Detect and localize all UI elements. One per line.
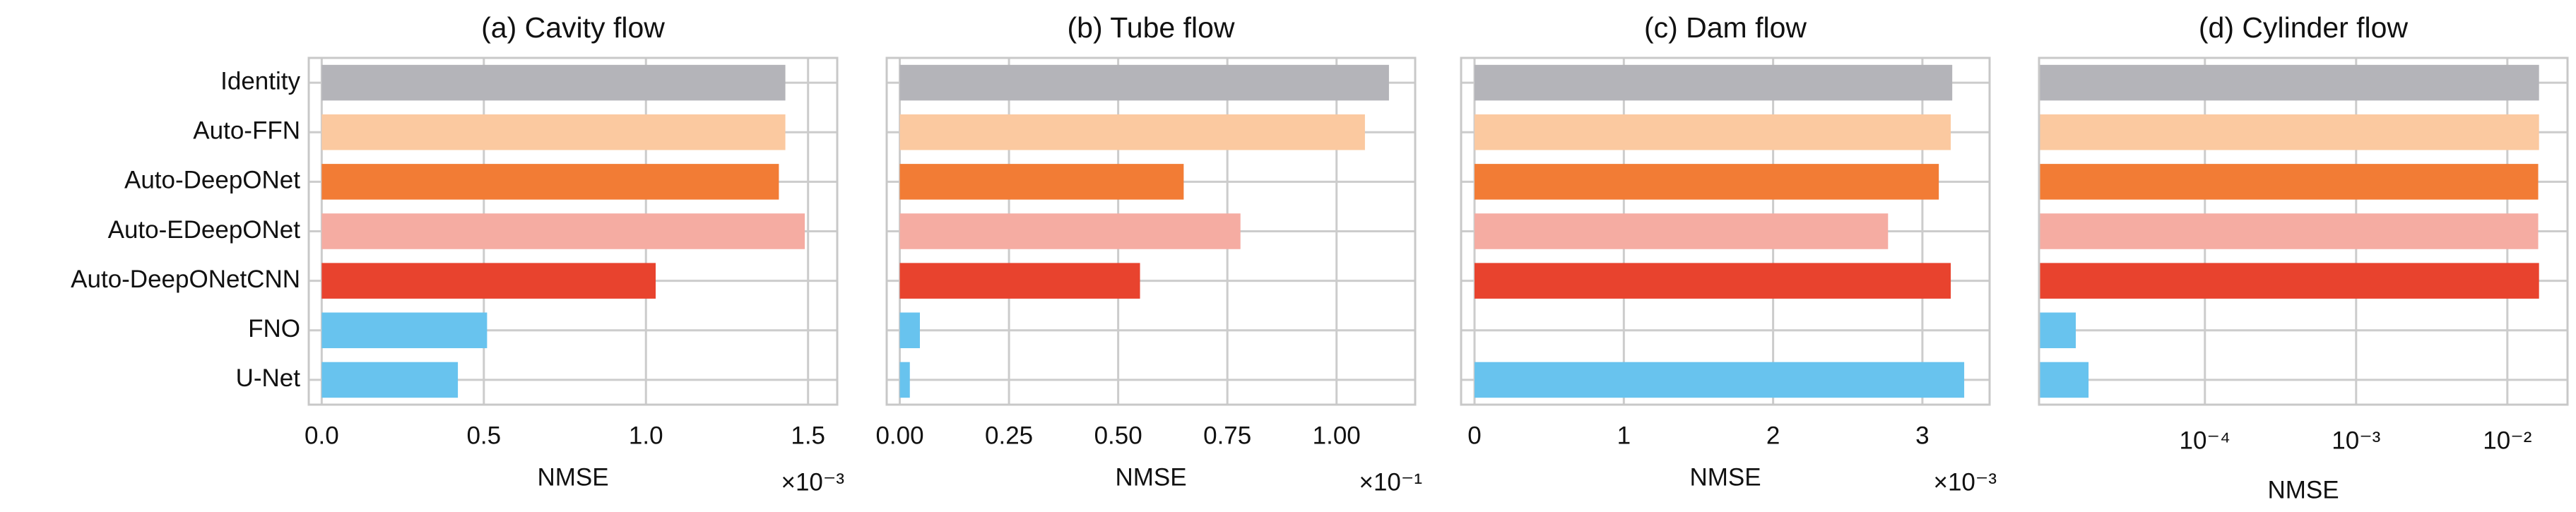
x-tick-label: 0.00 <box>875 422 923 449</box>
bar <box>2039 312 2076 349</box>
x-tick-label: 1.0 <box>629 422 663 449</box>
y-tick-label: FNO <box>248 315 300 343</box>
plot-frame <box>2038 56 2569 406</box>
x-axis-label: NMSE <box>2267 476 2339 504</box>
panel-title: (a) Cavity flow <box>481 11 665 44</box>
x-tick-label: 0.0 <box>305 422 339 449</box>
x-tick-label: 1 <box>1617 422 1631 449</box>
panel-title: (c) Dam flow <box>1644 11 1807 44</box>
y-tick-label: U-Net <box>236 364 301 392</box>
x-axis-label: NMSE <box>1115 463 1186 491</box>
bar <box>899 164 1184 200</box>
bar <box>2039 64 2539 101</box>
bar <box>899 312 920 349</box>
x-tick-label: 0.75 <box>1203 422 1251 449</box>
plot-frame <box>307 56 839 406</box>
x-tick-label: 0 <box>1467 422 1481 449</box>
bar <box>1475 64 1953 101</box>
bar <box>1475 114 1951 150</box>
x-tick-label: 0.25 <box>985 422 1033 449</box>
bar <box>1475 263 1951 299</box>
bar <box>899 213 1241 249</box>
bar <box>321 263 656 299</box>
y-tick-label: Auto-DeepONet <box>124 167 300 194</box>
bar <box>321 312 488 349</box>
panel-title: (d) Cylinder flow <box>2199 11 2409 44</box>
x-axis-label: NMSE <box>1689 463 1761 491</box>
x-tick-label: 1.00 <box>1313 422 1361 449</box>
y-tick-label: Auto-EDeepONet <box>108 216 301 244</box>
bar <box>1475 213 1889 249</box>
bar <box>2039 164 2539 200</box>
x-tick-label: 0.50 <box>1094 422 1142 449</box>
bar <box>2039 213 2539 249</box>
axis-multiplier: ×10⁻³ <box>1934 468 1997 496</box>
bar <box>1475 362 1965 398</box>
plot-frame <box>885 56 1417 406</box>
bar <box>899 263 1140 299</box>
y-tick-label: Auto-FFN <box>193 117 300 144</box>
x-axis-label: NMSE <box>537 463 608 491</box>
bar <box>321 213 805 249</box>
bar <box>321 114 786 150</box>
bar <box>321 362 459 398</box>
x-tick-label: 3 <box>1915 422 1929 449</box>
bar <box>321 64 786 101</box>
x-tick-label: 10⁻³ <box>2332 427 2380 454</box>
bar <box>899 64 1389 101</box>
bar <box>2039 114 2539 150</box>
bar <box>2039 362 2089 398</box>
x-tick-label: 10⁻² <box>2483 427 2531 454</box>
bar <box>899 114 1365 150</box>
panel-title: (b) Tube flow <box>1068 11 1235 44</box>
x-tick-label: 2 <box>1766 422 1780 449</box>
plot-frame <box>1460 56 1991 406</box>
y-tick-label: Identity <box>220 67 300 95</box>
x-tick-label: 0.5 <box>466 422 501 449</box>
bar <box>899 362 910 398</box>
x-tick-label: 10⁻⁴ <box>2180 427 2231 454</box>
axis-multiplier: ×10⁻¹ <box>1359 468 1423 496</box>
bar <box>1475 164 1939 200</box>
axis-multiplier: ×10⁻³ <box>781 468 845 496</box>
x-tick-label: 1.5 <box>791 422 825 449</box>
bar <box>321 164 779 200</box>
bar <box>2039 263 2539 299</box>
y-tick-label: Auto-DeepONetCNN <box>71 266 300 293</box>
